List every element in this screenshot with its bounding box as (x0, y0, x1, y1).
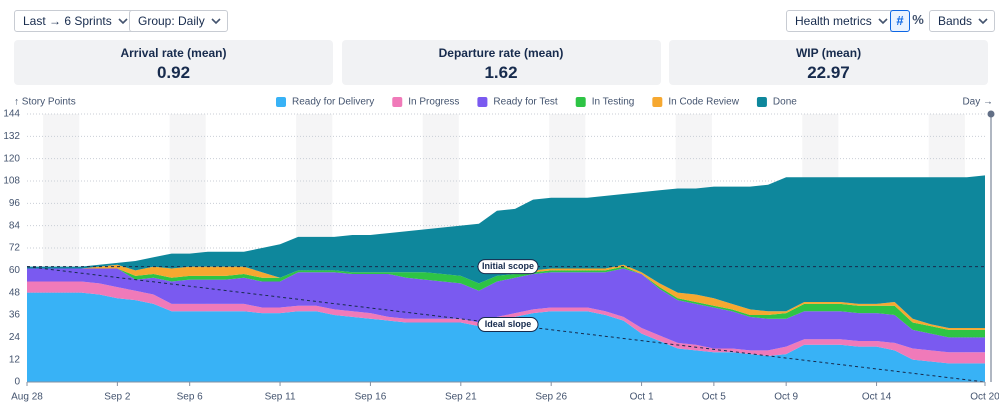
range-dropdown[interactable]: Last → 6 Sprints (14, 10, 135, 32)
x-tick-label: Sep 11 (265, 392, 296, 403)
x-axis-label: Day → (962, 97, 993, 108)
x-tick-label: Oct 20 (970, 392, 999, 403)
group-dropdown[interactable]: Group: Daily (129, 10, 228, 32)
reference-label: Ideal slope (485, 319, 532, 329)
y-tick-label: 132 (3, 131, 20, 142)
group-label: Group: Daily (138, 14, 205, 28)
bands-label: Bands (938, 14, 973, 28)
metric-card: WIP (mean) 22.97 (669, 40, 988, 85)
legend-swatch (276, 97, 286, 107)
y-tick-label: 84 (9, 220, 21, 231)
reference-label-bg (477, 259, 539, 275)
area (27, 268, 985, 353)
count-toggle[interactable]: # (890, 10, 910, 32)
health-label: Health metrics (795, 14, 872, 28)
area (27, 281, 985, 364)
metric-card: Departure rate (mean) 1.62 (341, 40, 661, 85)
y-tick-label: 24 (9, 332, 21, 343)
x-tick-label: Aug 28 (11, 392, 43, 403)
chevron (878, 18, 888, 25)
legend-swatch (477, 97, 488, 107)
today-dot (987, 110, 995, 118)
y-tick-label: 120 (3, 153, 20, 164)
bands-dropdown[interactable]: Bands (929, 10, 996, 32)
metric-value: 22.97 (807, 63, 850, 82)
y-axis-label: ↑ Story Points (14, 97, 76, 108)
legend-label: Done (773, 97, 797, 108)
area (27, 175, 985, 329)
legend-label: Ready for Test (493, 97, 558, 108)
legend-swatch (392, 97, 403, 107)
x-tick-label: Sep 16 (355, 392, 387, 403)
x-tick-label: Sep 6 (177, 392, 204, 403)
legend-label: In Code Review (668, 97, 739, 108)
metric-value: 1.62 (484, 63, 518, 82)
metric-value: 0.92 (156, 63, 191, 82)
chevron (211, 18, 221, 25)
percent-toggle[interactable]: % (912, 12, 924, 27)
metric-label: Departure rate (mean) (438, 46, 564, 60)
legend-label: In Testing (592, 97, 635, 108)
area (27, 264, 985, 330)
y-tick-label: 48 (9, 287, 21, 298)
metric-card: Arrival rate (mean) 0.92 (14, 40, 333, 85)
x-tick-label: Sep 26 (535, 392, 567, 403)
legend-label: In Progress (408, 97, 459, 108)
y-tick-label: 60 (9, 265, 21, 276)
y-tick-label: 36 (9, 310, 21, 321)
x-tick-label: Sep 2 (104, 392, 131, 403)
metric-label: WIP (mean) (795, 46, 862, 60)
reference-label-bg (477, 317, 539, 333)
y-tick-label: 108 (3, 176, 20, 187)
y-tick-label: 0 (14, 377, 20, 388)
x-tick-label: Sep 21 (445, 392, 477, 403)
x-tick-label: Oct 1 (630, 392, 654, 403)
chevron (118, 18, 128, 25)
y-tick-label: 96 (9, 198, 21, 209)
legend-label: Ready for Delivery (292, 97, 374, 108)
y-tick-label: 72 (9, 243, 21, 254)
area (27, 292, 985, 382)
x-tick-label: Oct 5 (702, 392, 726, 403)
x-tick-label: Oct 9 (774, 392, 798, 403)
x-tick-label: Oct 14 (862, 392, 892, 403)
y-tick-label: 12 (9, 354, 21, 365)
legend-swatch (575, 97, 586, 107)
y-tick-label: 144 (3, 109, 20, 120)
legend-swatch (756, 97, 767, 107)
reference-label: Initial scope (482, 261, 534, 271)
metric-label: Arrival rate (mean) (120, 46, 227, 60)
legend-swatch (652, 97, 663, 107)
range-label: Last → 6 Sprints (23, 14, 112, 28)
chevron (978, 18, 988, 25)
